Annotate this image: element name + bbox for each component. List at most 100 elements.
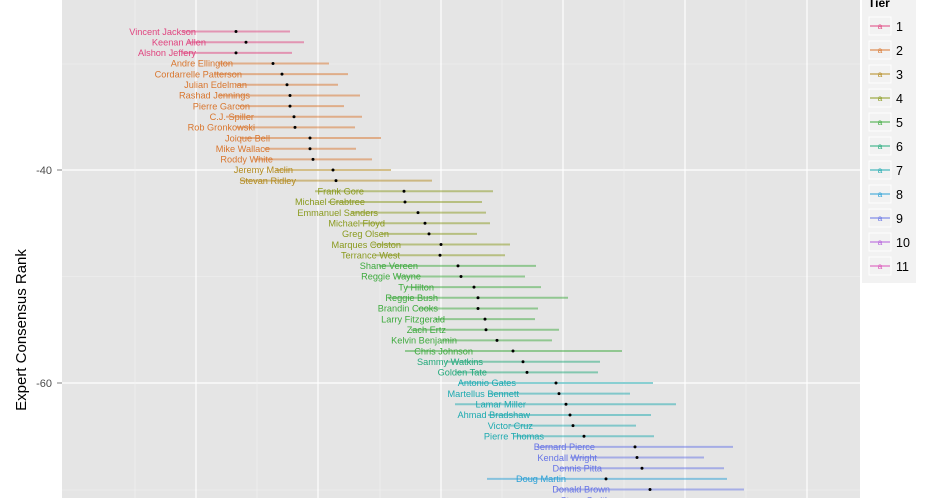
data-point	[476, 296, 480, 300]
player-label: Frank Gore	[318, 187, 364, 197]
player-label: Stevan Ridley	[239, 176, 296, 186]
player-label: Pierre Thomas	[484, 431, 544, 441]
legend-title: Tier	[868, 0, 890, 10]
data-point	[288, 104, 292, 108]
legend-key-glyph: a	[878, 262, 883, 271]
player-label: Zach Ertz	[407, 325, 447, 335]
player-label: Shane Vereen	[360, 261, 418, 271]
panel-background	[62, 0, 860, 498]
data-point	[604, 477, 608, 481]
player-label: Rob Gronkowski	[188, 123, 255, 133]
data-point	[234, 51, 238, 55]
legend-label: 1	[896, 20, 903, 34]
player-label: Ahmad Bradshaw	[457, 410, 530, 420]
legend-key-glyph: a	[878, 70, 883, 79]
player-label: Pierre Garcon	[193, 101, 250, 111]
player-label: Emmanuel Sanders	[297, 208, 378, 218]
data-point	[564, 402, 568, 406]
data-point	[438, 253, 442, 257]
data-point	[402, 189, 406, 193]
legend-key-glyph: a	[878, 166, 883, 175]
data-point	[640, 466, 644, 470]
legend-key-glyph: a	[878, 238, 883, 247]
legend-label: 3	[896, 68, 903, 82]
player-label: Keenan Allen	[152, 37, 206, 47]
player-label: Vincent Jackson	[129, 27, 196, 37]
legend-label: 10	[896, 236, 910, 250]
player-label: Michael Crabtree	[295, 197, 365, 207]
player-label: Reggie Bush	[385, 293, 438, 303]
y-axis: -40 -60	[36, 165, 62, 390]
player-label: Larry Fitzgerald	[381, 314, 445, 324]
data-point	[271, 62, 275, 65]
player-label: Joique Bell	[225, 133, 270, 143]
player-label: Terrance West	[341, 250, 401, 260]
data-point	[456, 264, 460, 268]
data-point	[635, 456, 639, 460]
player-label: Martellus Bennett	[448, 389, 520, 399]
legend: Tier a 1 a 2 a 3 a 4 a 5 a 6 a 7 a 8 a 9 a 10 a 11	[862, 0, 916, 283]
data-point	[568, 413, 572, 417]
data-point	[521, 360, 525, 364]
player-label: Alshon Jeffery	[138, 48, 196, 58]
player-label: Victor Cruz	[488, 421, 534, 431]
legend-key-glyph: a	[878, 94, 883, 103]
legend-key-glyph: a	[878, 118, 883, 127]
y-tick-label: -60	[36, 378, 52, 390]
player-label: Kelvin Benjamin	[391, 336, 457, 346]
data-point	[288, 93, 292, 97]
data-point	[331, 168, 335, 172]
legend-label: 9	[896, 212, 903, 226]
player-label: Kendall Wright	[537, 453, 597, 463]
legend-label: 7	[896, 164, 903, 178]
player-label: Julian Edelman	[184, 80, 247, 90]
data-point	[280, 72, 284, 76]
data-point	[427, 232, 431, 236]
data-point	[403, 200, 407, 204]
player-label: Mike Wallace	[216, 144, 270, 154]
legend-key-glyph: a	[878, 190, 883, 199]
legend-key-glyph: a	[878, 214, 883, 223]
data-point	[484, 328, 488, 332]
grid	[62, 0, 860, 498]
player-label: Antonio Gates	[458, 378, 517, 388]
player-label: Steve Smith	[560, 495, 610, 498]
y-tick-label: -40	[36, 165, 52, 177]
player-label: Jeremy Maclin	[234, 165, 293, 175]
player-label: Golden Tate	[438, 368, 487, 378]
player-label: Cordarrelle Patterson	[155, 69, 242, 79]
legend-label: 2	[896, 44, 903, 58]
data-point	[557, 392, 561, 396]
data-point	[234, 30, 238, 34]
player-label: Ty Hilton	[398, 282, 434, 292]
data-point	[308, 147, 312, 151]
player-label: Chris Johnson	[414, 346, 473, 356]
player-label: Brandin Cooks	[378, 304, 439, 314]
player-label: C.J. Spiller	[210, 112, 254, 122]
data-point	[293, 125, 297, 129]
data-point	[511, 349, 515, 353]
player-label: Dennis Pitta	[552, 463, 602, 473]
player-label: Donald Brown	[552, 485, 610, 495]
data-point	[495, 338, 499, 342]
data-point	[459, 275, 463, 278]
y-axis-title: Expert Consensus Rank	[13, 249, 30, 411]
legend-key-glyph: a	[878, 46, 883, 55]
data-point	[244, 40, 248, 44]
data-point	[423, 221, 427, 225]
player-label: Doug Martin	[516, 474, 566, 484]
player-label: Roddy White	[220, 155, 273, 165]
legend-label: 8	[896, 188, 903, 202]
player-label: Sammy Watkins	[417, 357, 483, 367]
data-point	[582, 434, 586, 438]
legend-label: 11	[896, 260, 909, 274]
player-label: Lamar Miller	[475, 400, 526, 410]
player-label: Michael Floyd	[328, 218, 385, 228]
data-point	[633, 445, 637, 449]
data-point	[554, 381, 558, 385]
data-point	[525, 370, 529, 374]
data-point	[285, 83, 289, 87]
player-label: Bernard Pierce	[534, 442, 595, 452]
player-label: Greg Olsen	[342, 229, 389, 239]
